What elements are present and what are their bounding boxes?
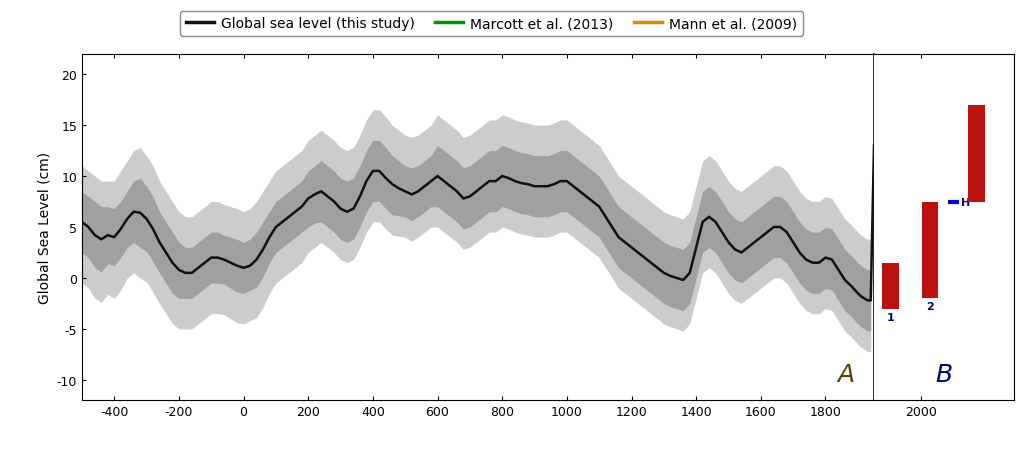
Text: A: A (837, 363, 854, 387)
Legend: Global sea level (this study), Marcott et al. (2013), Mann et al. (2009): Global sea level (this study), Marcott e… (180, 11, 803, 36)
Text: 1: 1 (887, 312, 895, 322)
Y-axis label: Global Sea Level (cm): Global Sea Level (cm) (37, 152, 51, 303)
Text: H: H (961, 197, 970, 207)
Bar (968, 106, 985, 202)
Text: 2: 2 (926, 302, 934, 312)
Bar (922, 202, 938, 298)
Text: B: B (935, 363, 952, 387)
Bar (883, 263, 899, 309)
